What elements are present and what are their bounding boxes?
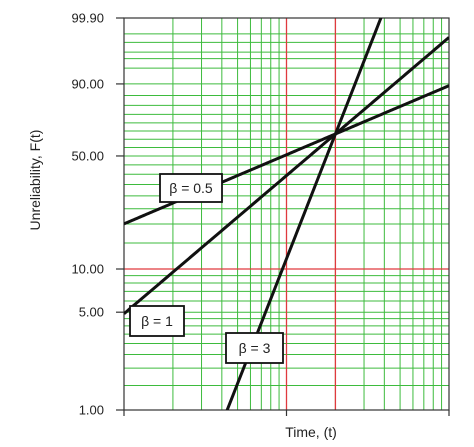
y-axis-title: Unreliability, F(t): [27, 130, 43, 231]
y-tick-label: 5.00: [79, 305, 104, 320]
series-annotations: β = 0.5 β = 1 β = 3: [129, 173, 284, 364]
y-tick-labels: 99.90 90.00 50.00 10.00 5.00 1.00: [71, 11, 124, 418]
series-label-box-1: [159, 173, 223, 203]
y-tick-label: 1.00: [79, 403, 104, 418]
series-label-2: β = 1: [141, 313, 173, 329]
y-tick-label: 99.90: [71, 11, 104, 26]
series-line-3: [225, 18, 383, 410]
series-label-box-2: [129, 305, 185, 337]
y-tick-label: 10.00: [71, 262, 104, 277]
series-label-3: β = 3: [239, 340, 271, 356]
plot-grid: [123, 17, 450, 416]
series-label-1: β = 0.5: [169, 180, 213, 196]
series-line-2: [124, 36, 449, 315]
y-tick-label: 90.00: [71, 76, 104, 91]
x-axis-title: Time, (t): [285, 424, 337, 440]
y-tick-label: 50.00: [71, 148, 104, 163]
series-label-box-3: [225, 332, 284, 364]
